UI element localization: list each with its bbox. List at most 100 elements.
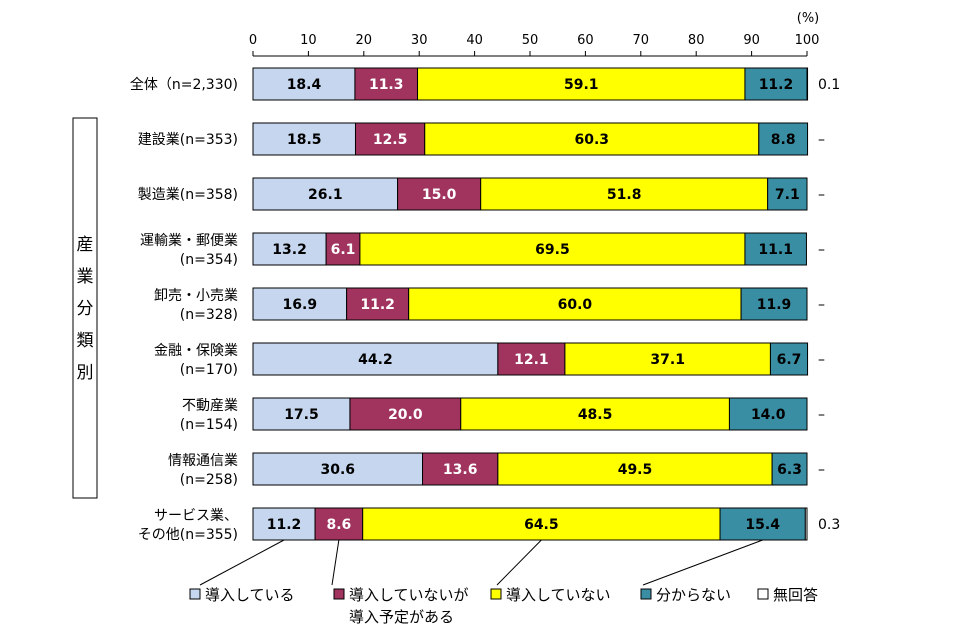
legend-label: 導入していない xyxy=(506,586,611,604)
legend-swatch xyxy=(189,588,201,600)
bar-segment xyxy=(359,232,746,266)
bar-value-label: 11.1 xyxy=(758,242,793,258)
bar-value-label: 14.0 xyxy=(751,407,786,423)
category-label: 製造業(n=358) xyxy=(138,187,238,203)
category-label: 金融・保険業 xyxy=(154,343,238,359)
bar-segment xyxy=(354,67,419,101)
no-answer-label: 0.3 xyxy=(818,517,840,533)
bar-value-label: 16.9 xyxy=(283,297,318,313)
bar-segment xyxy=(417,67,746,101)
bar-value-label: 18.4 xyxy=(287,77,322,93)
bar-segment xyxy=(252,287,348,321)
bar-segment xyxy=(346,287,410,321)
bar-value-label: 37.1 xyxy=(650,352,685,368)
category-label-sub: (n=170) xyxy=(180,362,238,378)
bar-value-label: 8.8 xyxy=(771,132,796,148)
bar-segment xyxy=(497,452,773,486)
bar-segment xyxy=(252,232,327,266)
no-answer-label: 0.1 xyxy=(818,77,840,93)
bar-segment xyxy=(719,507,806,541)
bar-segment xyxy=(362,507,721,541)
x-tick-label-80: 80 xyxy=(688,33,705,48)
x-tick-label-20: 20 xyxy=(356,33,373,48)
bar-value-label: 6.1 xyxy=(331,242,356,258)
x-tick-label-40: 40 xyxy=(466,33,483,48)
bar-segment xyxy=(767,177,808,211)
bar-value-label: 8.6 xyxy=(326,517,351,533)
bar-segment xyxy=(740,287,808,321)
bar-segment xyxy=(744,67,808,101)
no-answer-label: – xyxy=(818,242,825,258)
category-label-sub: (n=354) xyxy=(180,252,238,268)
bar-value-label: 12.1 xyxy=(514,352,549,368)
legend-swatch xyxy=(490,588,502,600)
bar-segment xyxy=(771,452,808,486)
bar-value-label: 11.2 xyxy=(360,297,395,313)
bar-value-label: 64.5 xyxy=(524,517,559,533)
legend-label: 導入している xyxy=(205,586,295,604)
category-label-sub: (n=328) xyxy=(180,307,238,323)
x-tick-label-90: 90 xyxy=(743,33,760,48)
bar-segment xyxy=(424,122,760,156)
legend-swatch xyxy=(333,588,345,600)
no-answer-label: – xyxy=(818,132,825,148)
bar-value-label: 69.5 xyxy=(535,242,570,258)
bar-value-label: 11.3 xyxy=(369,77,404,93)
bar-value-label: 6.3 xyxy=(777,462,802,478)
no-answer-label: – xyxy=(818,187,825,203)
legend-label: 分からない xyxy=(656,586,731,604)
x-tick-label-30: 30 xyxy=(411,33,428,48)
bar-value-label: 60.0 xyxy=(558,297,593,313)
leader-line xyxy=(496,539,542,586)
legend-label: 導入していないが xyxy=(349,586,469,604)
bar-segment xyxy=(349,397,462,431)
bar-value-label: 60.3 xyxy=(574,132,609,148)
bar-value-label: 17.5 xyxy=(284,407,319,423)
bar-value-label: 20.0 xyxy=(388,407,423,423)
bar-segment xyxy=(497,342,566,376)
x-tick-label-50: 50 xyxy=(522,33,539,48)
category-label-sub: その他(n=355) xyxy=(138,527,238,543)
legend-label: 無回答 xyxy=(773,586,818,604)
category-label: 情報通信業 xyxy=(168,453,238,469)
group-label-char: 業 xyxy=(77,267,94,287)
x-tick-label-0: 0 xyxy=(249,33,257,48)
bar-value-label: 12.5 xyxy=(373,132,408,148)
bar-segment xyxy=(252,122,356,156)
category-label: 建設業(n=353) xyxy=(138,132,238,148)
bar-value-label: 59.1 xyxy=(564,77,599,93)
category-label-sub: (n=258) xyxy=(180,472,238,488)
bar-segment xyxy=(769,342,809,376)
group-label-char: 別 xyxy=(77,363,94,383)
legend-label-sub: 導入予定がある xyxy=(349,608,454,626)
no-answer-label: – xyxy=(818,352,825,368)
bar-value-label: 11.2 xyxy=(759,77,794,93)
bar-value-label: 7.1 xyxy=(775,187,800,203)
x-tick-label-60: 60 xyxy=(577,33,594,48)
group-label-char: 産 xyxy=(77,235,94,255)
category-label: 運輸業・郵便業 xyxy=(140,233,238,249)
category-label: サービス業、 xyxy=(154,508,238,524)
bar-value-label: 13.6 xyxy=(443,462,478,478)
bars-area: 18.4 11.3 59.1 11.2 0.1 18.5 12.5 60.3 8.8 – 26.1 1… xyxy=(252,67,840,541)
bar-value-label: 30.6 xyxy=(320,462,355,478)
bar-segment xyxy=(728,397,808,431)
bar-segment xyxy=(252,507,316,541)
category-label-sub: (n=154) xyxy=(180,417,238,433)
bar-value-label: 15.0 xyxy=(422,187,457,203)
bar-value-label: 48.5 xyxy=(578,407,613,423)
leader-line xyxy=(199,539,285,586)
leader-lines xyxy=(199,539,763,586)
category-label: 不動産業 xyxy=(182,398,238,414)
group-label-char: 分 xyxy=(77,299,94,319)
bar-value-label: 15.4 xyxy=(745,517,780,533)
bar-segment xyxy=(397,177,482,211)
bar-value-label: 44.2 xyxy=(358,352,393,368)
legend-swatch xyxy=(757,588,769,600)
x-tick-label-10: 10 xyxy=(300,33,317,48)
bar-value-label: 18.5 xyxy=(287,132,322,148)
bar-value-label: 11.2 xyxy=(267,517,302,533)
